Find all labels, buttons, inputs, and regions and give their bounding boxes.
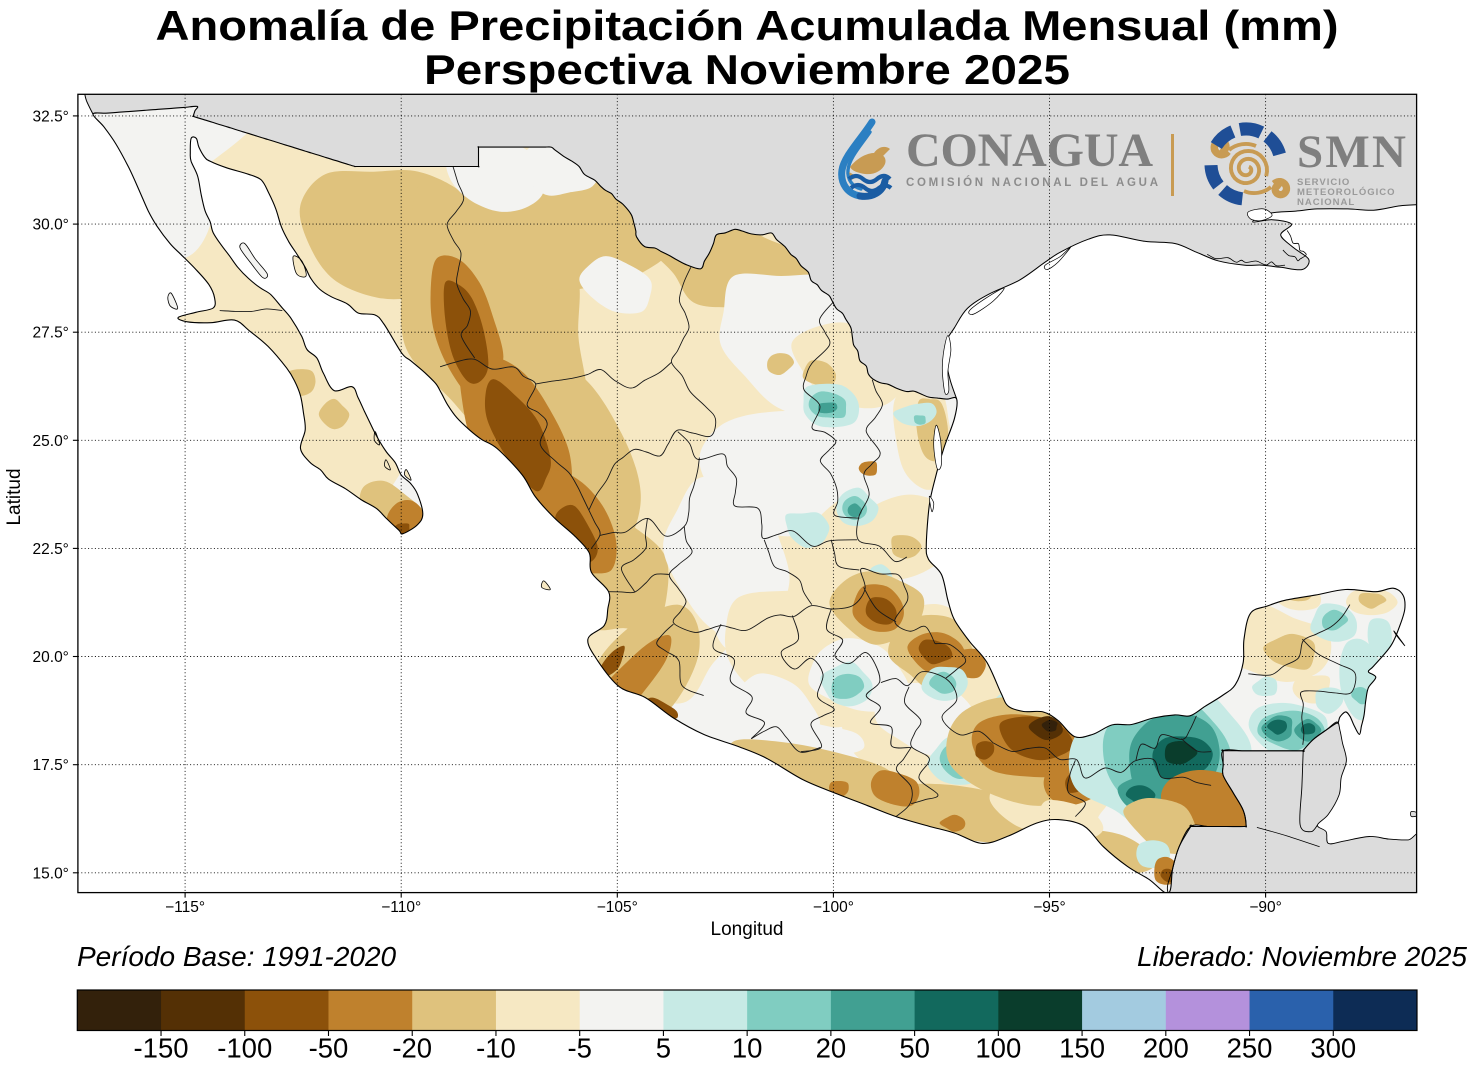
svg-text:20.0°: 20.0° (33, 649, 69, 666)
svg-text:27.5°: 27.5° (33, 325, 69, 342)
svg-text:CONAGUA: CONAGUA (906, 124, 1153, 177)
svg-text:SMN: SMN (1297, 126, 1406, 178)
svg-text:-150: -150 (134, 1033, 189, 1064)
svg-text:25.0°: 25.0° (33, 433, 69, 450)
svg-text:5: 5 (656, 1033, 671, 1064)
svg-text:−115°: −115° (165, 899, 205, 916)
svg-text:20: 20 (816, 1033, 847, 1064)
svg-text:Latitud: Latitud (4, 468, 25, 525)
svg-text:300: 300 (1310, 1033, 1356, 1064)
svg-text:METEOROLÓGICO: METEOROLÓGICO (1297, 186, 1396, 198)
svg-text:200: 200 (1143, 1033, 1189, 1064)
svg-text:22.5°: 22.5° (33, 541, 69, 558)
svg-text:10: 10 (732, 1033, 763, 1064)
svg-text:100: 100 (975, 1033, 1021, 1064)
svg-text:250: 250 (1227, 1033, 1273, 1064)
svg-text:50: 50 (899, 1033, 930, 1064)
svg-text:-5: -5 (567, 1033, 591, 1064)
svg-text:-20: -20 (392, 1033, 432, 1064)
svg-text:Anomalía de Precipitación Acum: Anomalía de Precipitación Acumulada Mens… (156, 2, 1339, 49)
svg-text:−110°: −110° (381, 899, 421, 916)
svg-text:-100: -100 (217, 1033, 272, 1064)
svg-text:−100°: −100° (813, 899, 854, 916)
svg-text:−90°: −90° (1249, 899, 1282, 916)
svg-text:−105°: −105° (597, 899, 638, 916)
svg-text:30.0°: 30.0° (33, 217, 69, 234)
svg-text:Perspectiva Noviembre 2025: Perspectiva Noviembre 2025 (424, 46, 1070, 93)
svg-text:NACIONAL: NACIONAL (1297, 197, 1355, 208)
svg-text:Liberado: Noviembre 2025: Liberado: Noviembre 2025 (1137, 941, 1467, 972)
svg-text:-10: -10 (476, 1033, 516, 1064)
svg-text:Período Base: 1991-2020: Período Base: 1991-2020 (77, 941, 397, 972)
svg-text:32.5°: 32.5° (33, 108, 69, 125)
svg-text:17.5°: 17.5° (33, 757, 69, 774)
svg-text:-50: -50 (309, 1033, 349, 1064)
svg-text:COMISIÓN NACIONAL DEL AGUA: COMISIÓN NACIONAL DEL AGUA (906, 176, 1158, 189)
svg-text:−95°: −95° (1033, 899, 1066, 916)
svg-text:Longitud: Longitud (711, 919, 784, 940)
svg-text:150: 150 (1059, 1033, 1105, 1064)
svg-text:SERVICIO: SERVICIO (1297, 177, 1350, 188)
svg-text:15.0°: 15.0° (33, 865, 69, 882)
